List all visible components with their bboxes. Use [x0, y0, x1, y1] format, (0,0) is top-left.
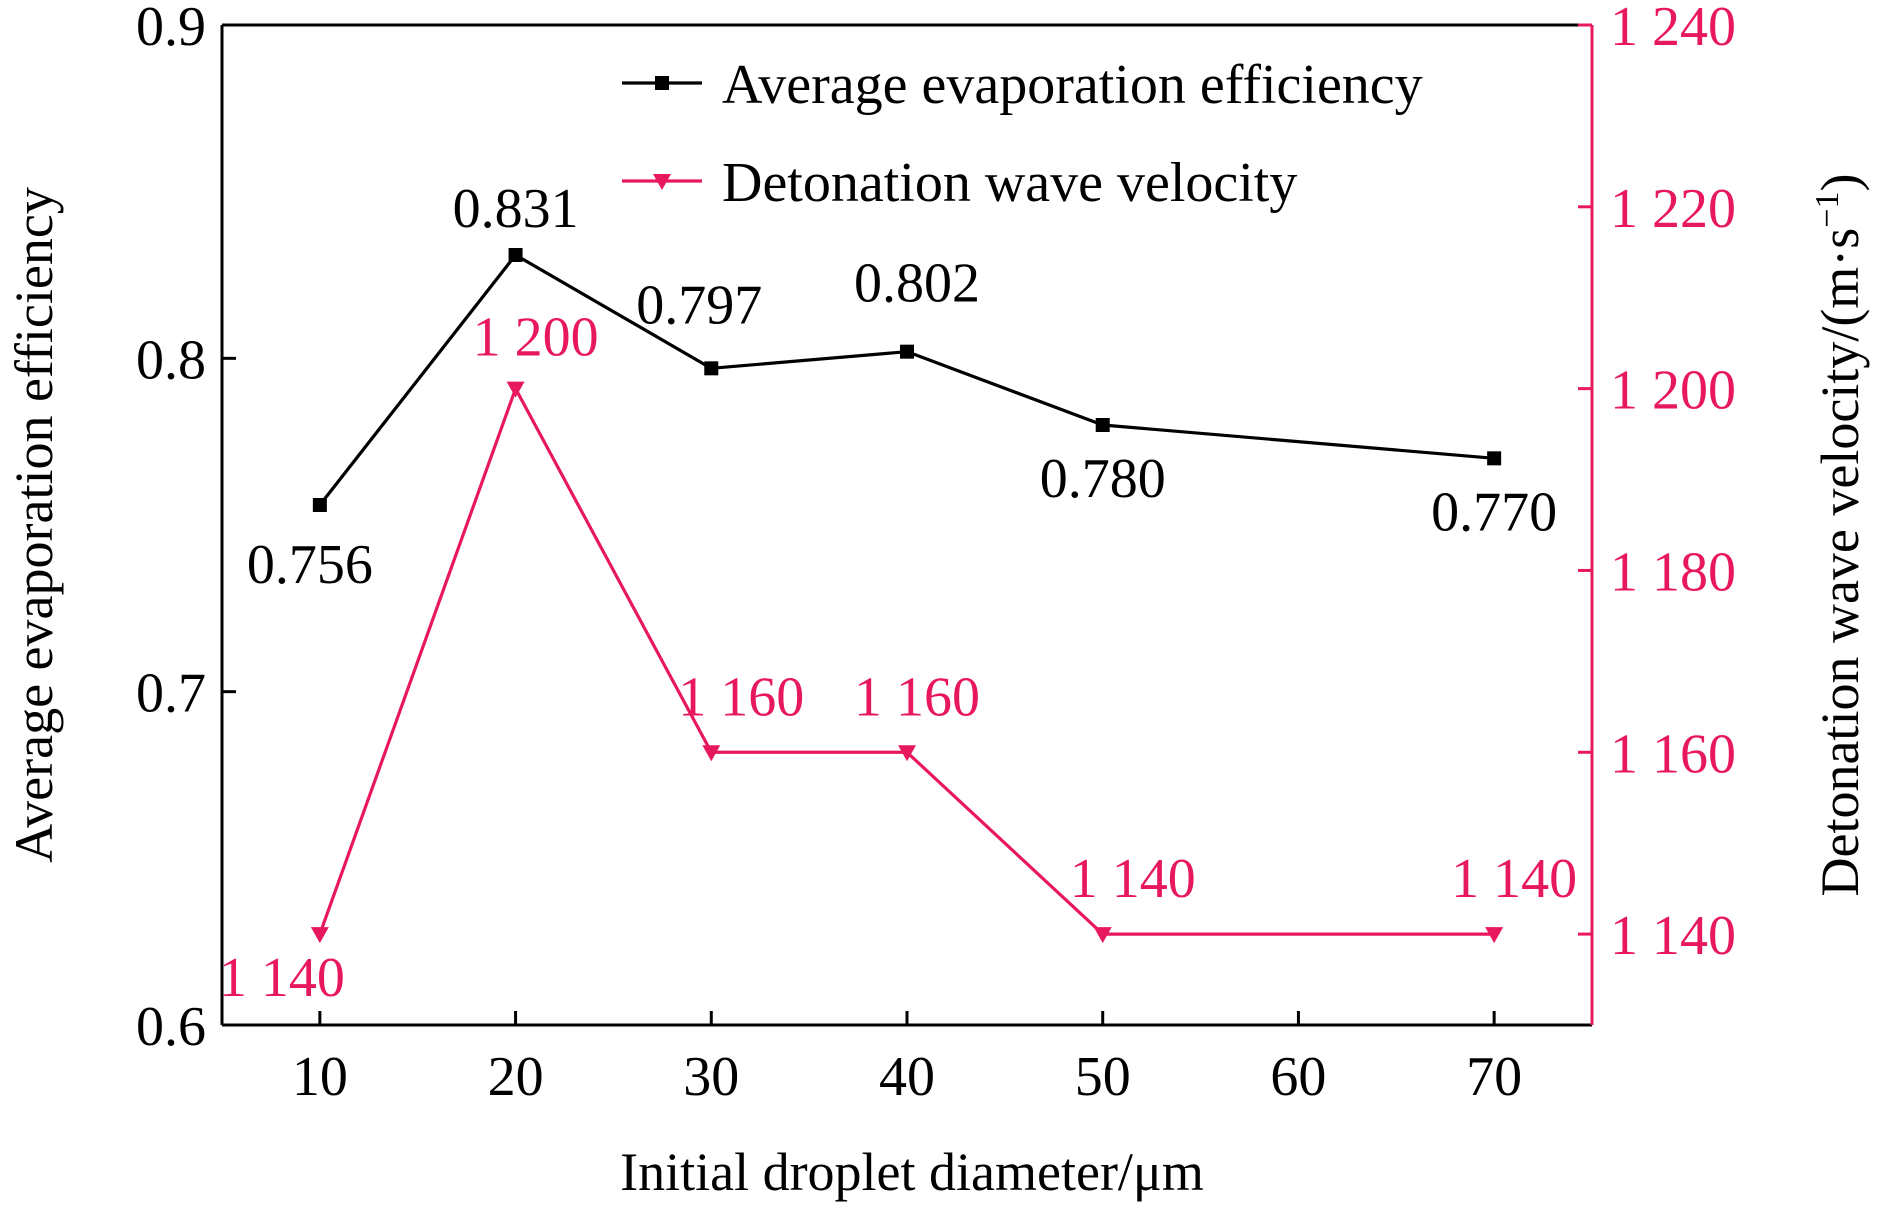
legend: Average evaporation efficiency Detonation… [622, 54, 1423, 214]
data-point-triangle-marker [310, 927, 329, 944]
x-tick-label: 30 [683, 1046, 739, 1108]
left-tick-label: 0.7 [136, 663, 206, 725]
data-label: 0.780 [1040, 448, 1166, 510]
data-point-square-marker [312, 498, 327, 512]
series-detonation-velocity: 1 140 1 200 1 160 1 160 1 140 1 140 [219, 307, 1577, 1009]
right-tick-label: 1 240 [1610, 0, 1736, 58]
data-label: 1 140 [1451, 848, 1577, 910]
data-label: 0.770 [1431, 481, 1557, 543]
x-tick-label: 40 [879, 1046, 935, 1108]
x-tick-label: 50 [1075, 1046, 1131, 1108]
legend-label: Detonation wave velocity [722, 152, 1297, 214]
x-axis: 10 20 30 40 50 60 70 Initial droplet diameter/μ… [292, 1011, 1522, 1202]
legend-entry: Detonation wave velocity [622, 152, 1297, 214]
x-tick-label: 60 [1270, 1046, 1326, 1108]
right-y-axis: 1 140 1 160 1 180 1 200 1 220 1 240 Detonation… [1578, 0, 1870, 1025]
x-tick-label: 70 [1466, 1046, 1522, 1108]
data-point-square-marker [1487, 451, 1502, 466]
data-point-square-marker [655, 76, 669, 90]
legend-label: Average evaporation efficiency [722, 54, 1423, 116]
series-evaporation-efficiency: 0.756 0.831 0.797 0.802 0.780 0.770 [247, 178, 1557, 596]
x-tick-label: 20 [488, 1046, 544, 1108]
data-point-triangle-marker [898, 745, 916, 762]
data-label: 1 140 [219, 947, 345, 1009]
legend-entry: Average evaporation efficiency [622, 54, 1423, 116]
data-point-square-marker [1095, 418, 1110, 432]
data-label: 0.756 [247, 534, 373, 596]
data-point-triangle-marker [1093, 927, 1112, 944]
right-axis-label-main: Detonation wave velocity/(m·s [1810, 228, 1870, 897]
data-point-triangle-marker [506, 381, 525, 398]
right-tick-label: 1 160 [1610, 723, 1736, 785]
right-tick-label: 1 200 [1610, 360, 1736, 422]
left-axis-label: Average evaporation efficiency [4, 187, 64, 863]
data-point-square-marker [704, 361, 719, 376]
left-tick-label: 0.9 [136, 0, 206, 58]
data-label: 1 200 [473, 307, 599, 369]
right-axis-label: Detonation wave velocity/(m·s−1) [1809, 174, 1870, 897]
left-y-axis: 0.6 0.7 0.8 0.9 Average evaporation efficien… [4, 0, 236, 1058]
data-label: 1 140 [1070, 848, 1196, 910]
data-point-square-marker [508, 248, 523, 262]
right-tick-label: 1 180 [1610, 541, 1736, 603]
data-point-triangle-marker [1485, 927, 1504, 944]
right-tick-label: 1 140 [1610, 905, 1736, 967]
data-point-triangle-marker [653, 174, 671, 190]
right-tick-label: 1 220 [1610, 178, 1736, 240]
right-axis-label-superscript: −1 [1809, 191, 1846, 227]
series-layer: 0.756 0.831 0.797 0.802 0.780 0.770 1 140 1 200… [219, 178, 1577, 1009]
left-tick-label: 0.8 [136, 329, 206, 391]
series-line [318, 253, 1495, 506]
data-label: 1 160 [678, 666, 804, 728]
x-tick-label: 10 [292, 1046, 348, 1108]
right-axis-label-close: ) [1810, 174, 1870, 192]
data-label: 0.797 [636, 274, 762, 336]
series-line [318, 387, 1495, 936]
x-axis-label: Initial droplet diameter/μm [620, 1142, 1204, 1202]
left-tick-label: 0.6 [136, 996, 206, 1058]
data-point-triangle-marker [702, 745, 721, 762]
data-label: 0.802 [854, 253, 980, 315]
data-label: 1 160 [854, 666, 980, 728]
data-point-square-marker [900, 344, 914, 359]
data-label: 0.831 [453, 178, 579, 240]
